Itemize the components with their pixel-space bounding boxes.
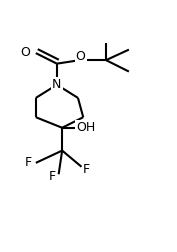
- Text: F: F: [24, 156, 32, 169]
- Text: OH: OH: [76, 121, 95, 134]
- Text: N: N: [52, 78, 62, 91]
- Text: F: F: [49, 170, 56, 183]
- Text: F: F: [83, 163, 90, 176]
- Text: O: O: [76, 50, 85, 63]
- Text: O: O: [20, 46, 30, 59]
